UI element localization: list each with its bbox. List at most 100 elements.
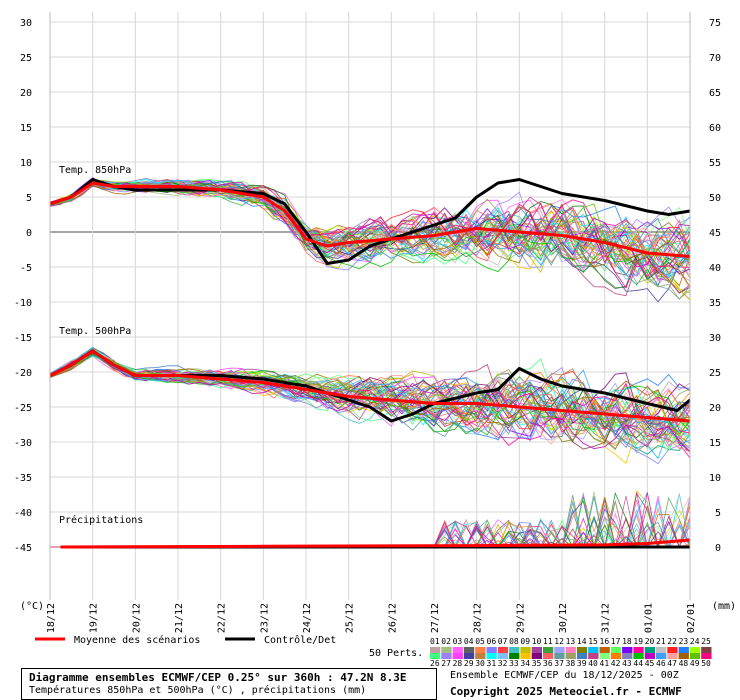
legend-pert-number: 12	[554, 637, 564, 646]
legend-pert-swatch	[452, 653, 463, 659]
right-tick-label: 50	[709, 193, 721, 204]
legend-pert-swatch	[644, 647, 655, 653]
run-info: Ensemble ECMWF/CEP du 18/12/2025 - 00Z	[450, 670, 679, 681]
right-unit-label: (mm)	[712, 601, 736, 612]
legend-pert-number: 20	[645, 637, 655, 646]
right-tick-label: 0	[715, 543, 721, 554]
legend-perts-label: 50 Perts.	[369, 648, 423, 659]
legend-pert-number: 09	[520, 637, 530, 646]
legend-pert-swatch	[701, 647, 712, 653]
series-line-precip	[60, 538, 691, 549]
legend-pert-swatch	[667, 647, 678, 653]
date-tick-label: 26/12	[387, 603, 398, 633]
legend-pert-swatch	[509, 653, 520, 659]
left-tick-label: -30	[14, 438, 32, 449]
legend-pert-number: 50	[701, 659, 711, 668]
legend-pert-number: 07	[498, 637, 508, 646]
legend-pert-number: 24	[690, 637, 700, 646]
right-tick-label: 15	[709, 438, 721, 449]
legend-pert-number: 14	[577, 637, 587, 646]
legend-pert-swatch	[430, 647, 441, 653]
right-tick-label: 20	[709, 403, 721, 414]
legend-pert-number: 43	[622, 659, 632, 668]
legend-pert-number: 36	[543, 659, 553, 668]
legend-pert-swatch	[497, 647, 509, 653]
legend-pert-number: 32	[498, 659, 508, 668]
date-tick-label: 30/12	[558, 603, 569, 633]
legend-pert-number: 15	[588, 637, 598, 646]
date-tick-label: 22/12	[217, 603, 228, 633]
date-tick-label: 25/12	[345, 603, 356, 633]
legend-pert-swatch	[475, 653, 486, 659]
legend-pert-number: 30	[475, 659, 485, 668]
left-unit-label: (°C)	[20, 601, 44, 612]
legend-pert-number: 23	[679, 637, 689, 646]
legend-mean-label: Moyenne des scénarios	[74, 634, 200, 646]
left-tick-label: -20	[14, 368, 32, 379]
legend-pert-swatch	[656, 653, 667, 659]
series-line-t850	[49, 178, 691, 265]
legend-pert-swatch	[486, 653, 497, 659]
perturbation-line-t500	[49, 349, 691, 439]
legend-pert-swatch	[656, 647, 667, 653]
date-tick-label: 29/12	[515, 603, 526, 633]
legend-pert-number: 49	[690, 659, 700, 668]
left-tick-label: -35	[14, 473, 32, 484]
legend-pert-swatch	[497, 653, 509, 659]
legend-pert-number: 02	[441, 637, 451, 646]
left-tick-label: -15	[14, 333, 32, 344]
panel-label: Temp. 850hPa	[59, 165, 131, 176]
perturbation-line-t500	[49, 349, 691, 434]
legend-pert-number: 37	[554, 659, 564, 668]
right-tick-label: 65	[709, 88, 721, 99]
date-tick-label: 20/12	[131, 603, 142, 633]
legend-pert-swatch	[509, 647, 520, 653]
legend-pert-number: 06	[487, 637, 497, 646]
perturbation-line-t850	[49, 181, 691, 300]
legend-pert-swatch	[599, 647, 610, 653]
panel-label: Temp. 500hPa	[59, 326, 131, 337]
legend-pert-swatch	[701, 653, 712, 659]
perturbation-line-t500	[49, 354, 691, 433]
info-box: Diagramme ensembles ECMWF/CEP 0.25° sur …	[21, 668, 437, 700]
legend-pert-number: 18	[622, 637, 632, 646]
legend-pert-swatch	[486, 647, 497, 653]
legend-pert-swatch	[463, 647, 475, 653]
legend-pert-swatch	[689, 653, 701, 659]
right-tick-label: 30	[709, 333, 721, 344]
legend-pert-swatch	[599, 653, 610, 659]
legend-pert-swatch	[667, 653, 678, 659]
legend-pert-swatch	[554, 647, 565, 653]
legend-pert-swatch	[644, 653, 655, 659]
legend-pert-number: 40	[588, 659, 598, 668]
right-tick-label: 35	[709, 298, 721, 309]
left-tick-label: 25	[20, 53, 32, 64]
right-tick-label: 70	[709, 53, 721, 64]
legend-pert-number: 01	[430, 637, 440, 646]
legend-pert-number: 33	[509, 659, 519, 668]
left-tick-label: -5	[20, 263, 32, 274]
date-tick-label: 27/12	[430, 603, 441, 633]
date-tick-label: 02/01	[686, 603, 697, 633]
legend-pert-swatch	[520, 653, 531, 659]
legend-pert-swatch	[441, 653, 452, 659]
left-tick-label: 10	[20, 158, 32, 169]
legend-pert-number: 08	[509, 637, 519, 646]
series-line-t850	[49, 181, 691, 258]
legend-pert-number: 39	[577, 659, 587, 668]
legend-pert-number: 26	[430, 659, 440, 668]
legend-pert-number: 22	[667, 637, 677, 646]
date-tick-label: 28/12	[473, 603, 484, 633]
perturbation-line-t850	[49, 178, 691, 262]
left-tick-label: -40	[14, 508, 32, 519]
legend-pert-number: 45	[645, 659, 655, 668]
legend-pert-number: 17	[611, 637, 621, 646]
legend-pert-swatch	[622, 653, 633, 659]
legend-pert-number: 44	[633, 659, 643, 668]
legend-pert-swatch	[576, 653, 588, 659]
right-tick-label: 10	[709, 473, 721, 484]
perturbation-line-t500	[49, 351, 691, 435]
legend-pert-swatch	[565, 653, 576, 659]
legend-pert-swatch	[689, 647, 701, 653]
